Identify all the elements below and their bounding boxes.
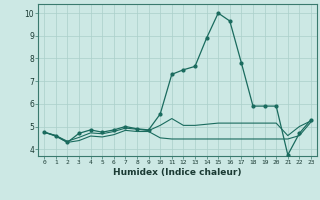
X-axis label: Humidex (Indice chaleur): Humidex (Indice chaleur) [113,168,242,177]
